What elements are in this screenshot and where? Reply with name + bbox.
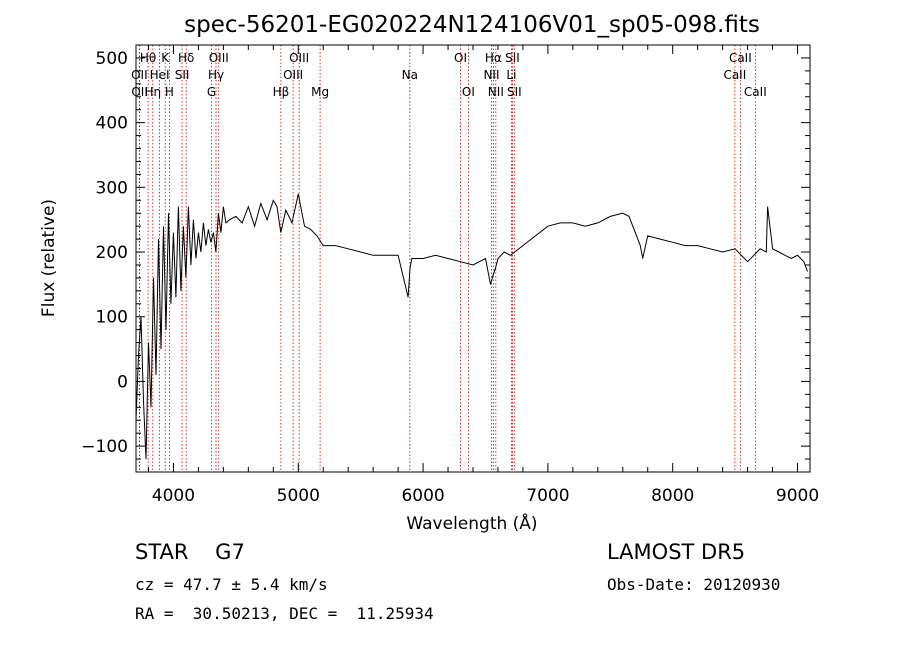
marker-lines	[138, 45, 756, 472]
y-tick-label: 0	[117, 372, 128, 392]
spectral-line-label: OI	[454, 51, 467, 65]
chart-title: spec-56201-EG020224N124106V01_sp05-098.f…	[184, 12, 760, 38]
spectral-line-label: Hδ	[178, 51, 194, 65]
y-tick-label: 400	[96, 114, 128, 134]
spectral-line-label: Hα	[485, 51, 502, 65]
spectral-line-label: Hη	[145, 85, 162, 99]
spectral-line-label: CaII	[744, 85, 767, 99]
spectral-line-label: OII	[131, 68, 148, 82]
x-tick-label: 8000	[651, 486, 694, 506]
spectral-line-label: NII	[488, 85, 504, 99]
spectral-line-label: Hγ	[208, 68, 224, 82]
spectral-line-label: OIII	[289, 51, 309, 65]
coordinates-label: RA = 30.50213, DEC = 11.25934	[135, 604, 434, 623]
x-tick-label: 4000	[152, 486, 195, 506]
y-tick-label: 100	[96, 308, 128, 328]
y-axis-label: Flux (relative)	[39, 199, 59, 317]
x-tick-label: 5000	[277, 486, 320, 506]
spectral-line-label: OIII	[283, 68, 303, 82]
x-axis: 4000 5000 6000 7000 8000 9000	[147, 45, 819, 506]
spectral-line-label: SII	[507, 85, 522, 99]
y-tick-label: −100	[81, 437, 128, 457]
x-tick-label: 7000	[526, 486, 569, 506]
spectral-line-label: Li	[506, 68, 516, 82]
spectral-line-label: NII	[483, 68, 499, 82]
survey-label: LAMOST DR5	[607, 540, 746, 564]
x-tick-label: 6000	[401, 486, 444, 506]
spectrum-line	[135, 193, 808, 460]
spectral-line-label: OIII	[209, 51, 229, 65]
y-axis: −100 0 100 200 300 400 500	[81, 44, 810, 460]
redshift-label: cz = 47.7 ± 5.4 km/s	[135, 575, 328, 594]
spectral-line-label: OI	[462, 85, 475, 99]
spectral-line-label: Hθ	[140, 51, 156, 65]
spectral-line-label: SII	[175, 68, 190, 82]
x-tick-label: 9000	[776, 486, 819, 506]
y-tick-label: 200	[96, 243, 128, 263]
spectral-line-label: Na	[402, 68, 418, 82]
y-tick-label: 500	[96, 49, 128, 69]
x-axis-label: Wavelength (Å)	[406, 512, 537, 534]
spectral-line-label: Hβ	[273, 85, 290, 99]
y-tick-label: 300	[96, 178, 128, 198]
plot-frame	[135, 44, 811, 473]
spectral-line-label: CaII	[729, 51, 752, 65]
spectral-line-label: SII	[505, 51, 520, 65]
obs-date-label: Obs-Date: 20120930	[607, 575, 781, 594]
spectral-line-label: G	[207, 85, 216, 99]
spectral-line-label: Mg	[311, 85, 329, 99]
spectral-line-label: CaII	[723, 68, 746, 82]
spectral-line-label: HeI	[150, 68, 170, 82]
class-label: STAR G7	[135, 540, 245, 564]
spectral-line-label: H	[165, 85, 174, 99]
spectral-line-label: K	[161, 51, 170, 65]
spectral-line-label: OII	[131, 85, 148, 99]
